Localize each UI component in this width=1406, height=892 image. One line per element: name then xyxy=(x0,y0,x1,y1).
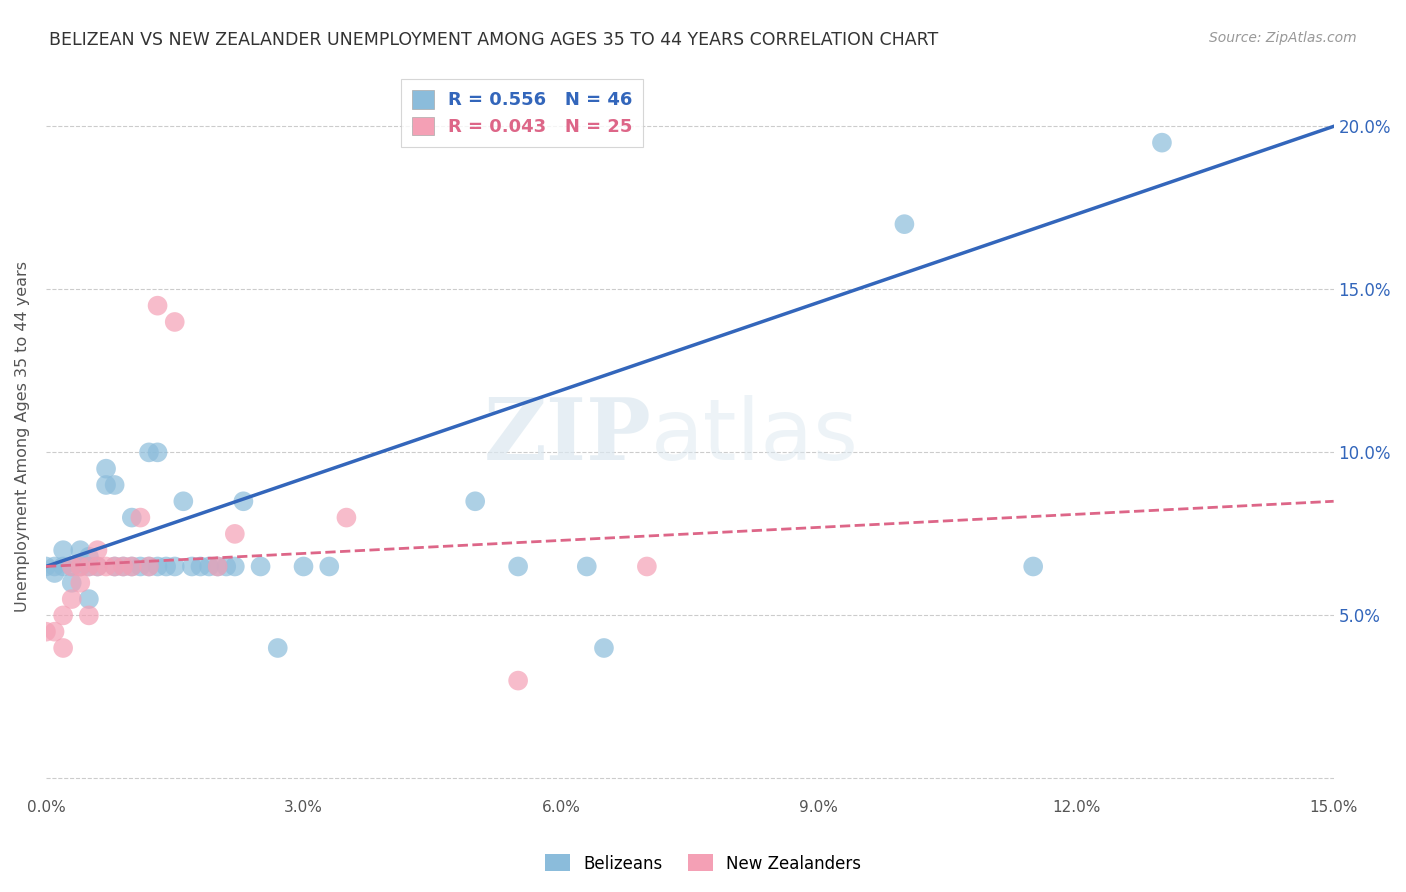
Point xyxy=(224,559,246,574)
Point xyxy=(129,559,152,574)
Point xyxy=(207,559,229,574)
Point xyxy=(318,559,340,574)
Point xyxy=(112,559,135,574)
Text: Source: ZipAtlas.com: Source: ZipAtlas.com xyxy=(1209,31,1357,45)
Point xyxy=(129,510,152,524)
Point xyxy=(94,461,117,475)
Point xyxy=(77,608,100,623)
Text: ZIP: ZIP xyxy=(484,394,651,478)
Point xyxy=(44,559,66,574)
Point xyxy=(94,478,117,492)
Point xyxy=(893,217,915,231)
Point xyxy=(172,494,194,508)
Point xyxy=(60,575,83,590)
Point xyxy=(52,608,75,623)
Point xyxy=(121,559,143,574)
Point xyxy=(593,640,616,655)
Point xyxy=(508,559,530,574)
Point xyxy=(77,592,100,607)
Point xyxy=(146,559,169,574)
Point xyxy=(112,559,135,574)
Point xyxy=(198,559,221,574)
Point xyxy=(86,559,108,574)
Point xyxy=(69,559,91,574)
Point xyxy=(104,559,127,574)
Point xyxy=(464,494,486,508)
Point xyxy=(163,559,186,574)
Point xyxy=(190,559,212,574)
Point xyxy=(60,592,83,607)
Point xyxy=(121,559,143,574)
Point xyxy=(575,559,598,574)
Point xyxy=(69,543,91,558)
Point xyxy=(155,559,177,574)
Point xyxy=(44,566,66,580)
Point xyxy=(224,527,246,541)
Point xyxy=(60,559,83,574)
Point xyxy=(180,559,202,574)
Point xyxy=(86,543,108,558)
Point xyxy=(35,559,58,574)
Legend: Belizeans, New Zealanders: Belizeans, New Zealanders xyxy=(538,847,868,880)
Point xyxy=(52,559,75,574)
Point xyxy=(146,299,169,313)
Point xyxy=(52,640,75,655)
Point xyxy=(1022,559,1045,574)
Point xyxy=(77,559,100,574)
Point xyxy=(292,559,315,574)
Point xyxy=(215,559,238,574)
Point xyxy=(77,549,100,564)
Point xyxy=(44,624,66,639)
Point xyxy=(60,559,83,574)
Text: BELIZEAN VS NEW ZEALANDER UNEMPLOYMENT AMONG AGES 35 TO 44 YEARS CORRELATION CHA: BELIZEAN VS NEW ZEALANDER UNEMPLOYMENT A… xyxy=(49,31,938,49)
Y-axis label: Unemployment Among Ages 35 to 44 years: Unemployment Among Ages 35 to 44 years xyxy=(15,260,30,612)
Point xyxy=(636,559,658,574)
Point xyxy=(138,559,160,574)
Point xyxy=(121,510,143,524)
Point xyxy=(249,559,271,574)
Point xyxy=(207,559,229,574)
Point xyxy=(267,640,290,655)
Point xyxy=(138,559,160,574)
Point xyxy=(77,559,100,574)
Point xyxy=(69,575,91,590)
Point xyxy=(232,494,254,508)
Point xyxy=(52,543,75,558)
Point xyxy=(94,559,117,574)
Point xyxy=(86,559,108,574)
Point xyxy=(35,624,58,639)
Point xyxy=(335,510,357,524)
Point xyxy=(138,445,160,459)
Point xyxy=(146,445,169,459)
Point xyxy=(1150,136,1173,150)
Legend: R = 0.556   N = 46, R = 0.043   N = 25: R = 0.556 N = 46, R = 0.043 N = 25 xyxy=(401,79,644,147)
Point xyxy=(104,559,127,574)
Point xyxy=(508,673,530,688)
Point xyxy=(104,478,127,492)
Point xyxy=(69,559,91,574)
Text: atlas: atlas xyxy=(651,394,859,477)
Point xyxy=(163,315,186,329)
